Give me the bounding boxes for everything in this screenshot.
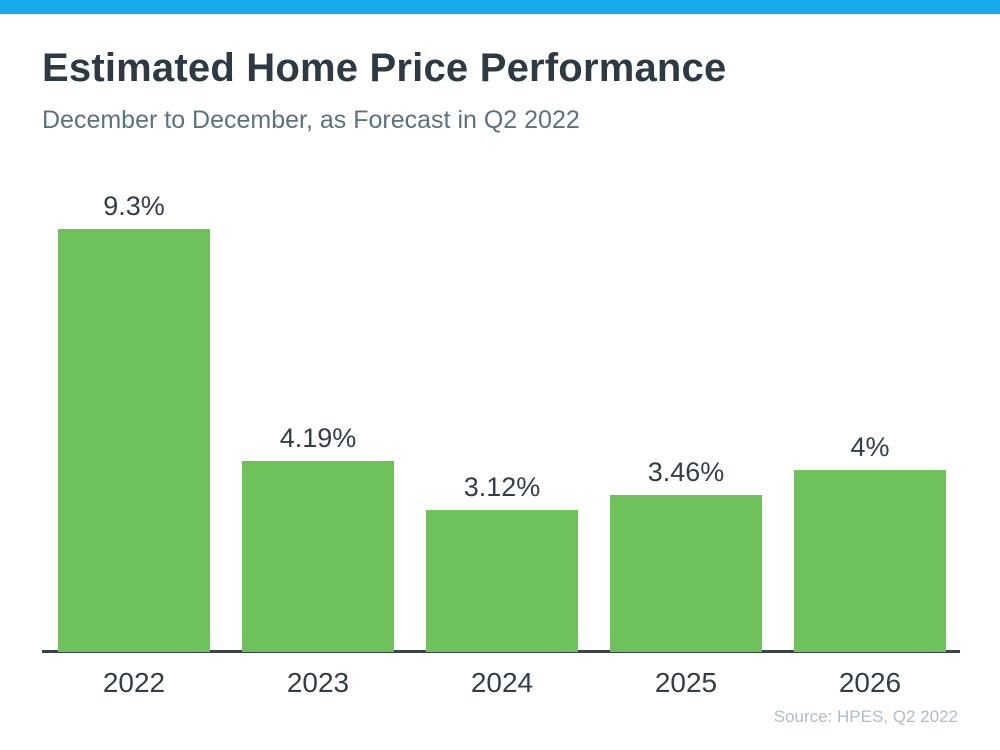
page-title: Estimated Home Price Performance bbox=[42, 46, 727, 90]
page-subtitle: December to December, as Forecast in Q2 … bbox=[42, 106, 580, 134]
bar-value-label-2026: 4% bbox=[850, 432, 890, 462]
bar-2025 bbox=[610, 495, 762, 652]
bar-value-label-2024: 3.12% bbox=[463, 472, 541, 502]
x-axis-label-2023: 2023 bbox=[286, 667, 350, 698]
x-axis-label-2022: 2022 bbox=[102, 667, 166, 698]
bar-2026 bbox=[794, 470, 946, 652]
source-note: Source: HPES, Q2 2022 bbox=[773, 707, 958, 726]
bar-2023 bbox=[242, 461, 394, 652]
bar-value-label-2023: 4.19% bbox=[279, 423, 357, 453]
bar-value-label-2025: 3.46% bbox=[647, 457, 725, 487]
bar-value-label-2022: 9.3% bbox=[103, 191, 165, 221]
bar-2022 bbox=[58, 229, 210, 652]
top-accent-bar bbox=[0, 0, 1000, 14]
bar-2024 bbox=[426, 510, 578, 652]
x-axis-label-2025: 2025 bbox=[654, 667, 718, 698]
x-axis-label-2026: 2026 bbox=[838, 667, 902, 698]
x-axis-label-2024: 2024 bbox=[470, 667, 534, 698]
